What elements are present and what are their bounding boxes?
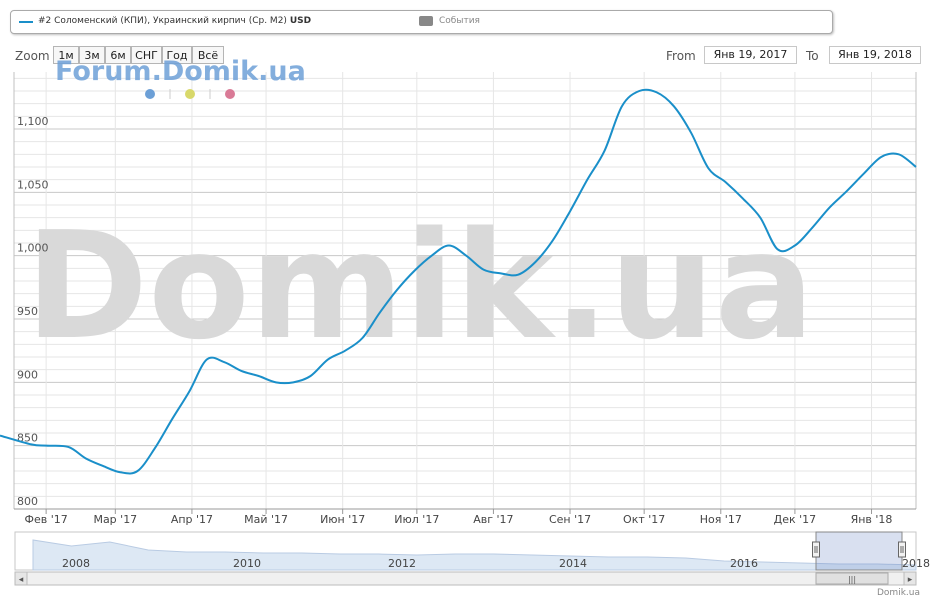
range-to-label: To (806, 49, 819, 63)
x-tick-label: Янв '18 (851, 513, 893, 526)
scrollbar-track[interactable] (14, 571, 917, 586)
x-tick-label: Мар '17 (93, 513, 137, 526)
events-marker (419, 16, 433, 26)
navigator-year-label: 2012 (388, 557, 416, 570)
y-tick-label: 1,050 (17, 178, 49, 191)
scrollbar-thumb[interactable] (815, 572, 889, 585)
legend-currency: USD (289, 16, 312, 26)
y-tick-label: 800 (17, 495, 38, 508)
watermark-dot (225, 89, 235, 99)
x-tick-label: Апр '17 (171, 513, 213, 526)
x-tick-label: Июн '17 (320, 513, 365, 526)
zoom-button-1m[interactable]: 1м (53, 46, 79, 64)
y-tick-label: 950 (17, 305, 38, 318)
y-tick-label: 900 (17, 368, 38, 381)
watermark-domik: Domik.ua (25, 200, 814, 372)
series-layer (0, 88, 917, 475)
x-tick-label: Май '17 (244, 513, 288, 526)
scrollbar-left-arrow-icon: ◂ (19, 575, 24, 585)
x-tick-label: Окт '17 (623, 513, 665, 526)
price-series-line[interactable] (0, 88, 917, 475)
legend-events-label[interactable]: События (439, 16, 480, 26)
range-to-input[interactable]: Янв 19, 2018 (829, 46, 921, 64)
x-tick-label: Сен '17 (549, 513, 591, 526)
x-tick-label: Авг '17 (473, 513, 513, 526)
navigator-year-label: 2014 (559, 557, 587, 570)
watermark-dot (185, 89, 195, 99)
x-tick-label: Фев '17 (25, 513, 68, 526)
range-from-label: From (666, 49, 696, 63)
navigator-series-area (32, 539, 917, 571)
legend-bar: #2 Соломенский (КПИ), Украинский кирпич … (10, 10, 833, 34)
y-tick-label: 1,100 (17, 115, 49, 128)
legend-series-item[interactable]: #2 Соломенский (КПИ), Украинский кирпич … (38, 16, 311, 26)
navigator[interactable]: 2008 2010 2012 2014 2016 2018 ◂ ▸ ||| (14, 531, 930, 586)
zoom-button-all[interactable]: Всё (192, 46, 224, 64)
scrollbar-grip-icon: ||| (848, 575, 856, 584)
series-line-marker (19, 21, 33, 23)
x-tick-label: Ноя '17 (700, 513, 742, 526)
navigator-year-label: 2018 (902, 557, 930, 570)
x-tick-label: Дек '17 (774, 513, 817, 526)
x-tick-label: Июл '17 (394, 513, 439, 526)
zoom-button-3m[interactable]: 3м (79, 46, 105, 64)
zoom-button-6m[interactable]: 6м (105, 46, 131, 64)
scrollbar-right-button[interactable] (903, 571, 917, 586)
navigator-right-handle[interactable] (898, 541, 906, 558)
watermark-forum: Forum.Domik.ua (55, 56, 306, 87)
scrollbar-right-arrow-icon: ▸ (908, 575, 913, 585)
navigator-year-label: 2016 (730, 557, 758, 570)
navigator-year-label: 2008 (62, 557, 90, 570)
navigator-selection[interactable] (815, 531, 903, 571)
zoom-button-year[interactable]: Год (162, 46, 192, 64)
watermark-dots (145, 89, 235, 99)
zoom-label: Zoom (15, 49, 50, 63)
y-tick-label: 1,000 (17, 242, 49, 255)
navigator-left-handle[interactable] (812, 541, 820, 558)
range-from-input[interactable]: Янв 19, 2017 (704, 46, 797, 64)
zoom-button-ytd[interactable]: СНГ (131, 46, 162, 64)
scrollbar-left-button[interactable] (14, 571, 28, 586)
credits-label[interactable]: Domik.ua (877, 588, 920, 598)
navigator-year-label: 2010 (233, 557, 261, 570)
watermark-dot (145, 89, 155, 99)
legend-series-label: #2 Соломенский (КПИ), Украинский кирпич … (38, 16, 287, 26)
